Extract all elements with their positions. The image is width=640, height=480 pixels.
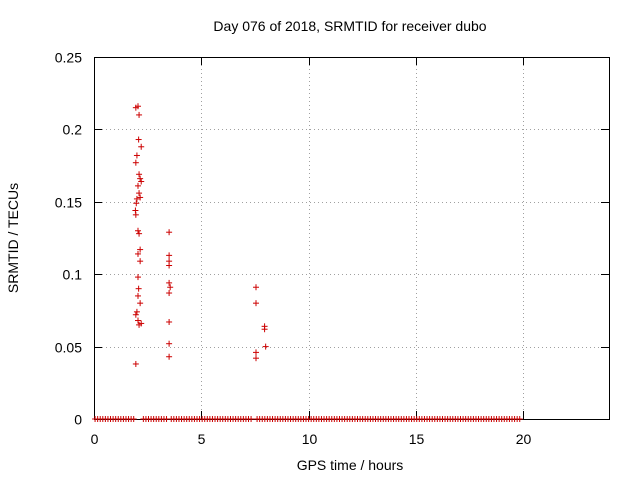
zero-data-point [248,416,255,422]
x-tick-label: 10 [302,431,318,447]
data-point [166,290,173,297]
chart-title: Day 076 of 2018, SRMTID for receiver dub… [213,18,486,34]
data-point [138,143,145,150]
data-point [253,284,260,291]
y-tick-label: 0.1 [63,267,83,283]
data-point [134,103,141,110]
data-point [132,159,139,166]
y-tick-label: 0.05 [55,340,82,356]
data-point [253,355,260,362]
data-point [253,300,260,307]
y-tick-label: 0 [74,412,82,428]
data-point [134,250,141,257]
data-point [138,320,145,327]
data-point [134,227,141,234]
data-point [132,211,139,218]
data-point [166,318,173,325]
data-point [137,258,144,265]
x-tick-label: 15 [409,431,425,447]
data-point [166,229,173,236]
grid-lines [94,57,609,419]
data-point [137,175,144,182]
x-axis-label: GPS time / hours [297,457,404,473]
data-point [136,111,143,118]
data-point [133,152,140,159]
data-point [136,171,143,178]
data-point [136,190,143,197]
x-tick-label: 20 [516,431,532,447]
plot-frame [94,57,610,420]
data-point [134,182,141,189]
data-points [92,103,523,422]
data-point [137,246,144,253]
x-tick-label: 5 [198,431,206,447]
y-tick-label: 0.15 [55,195,82,211]
data-point [134,274,141,281]
data-point [133,308,140,315]
data-point [133,200,140,207]
data-point [138,178,145,185]
data-point [135,136,142,143]
data-point [133,195,140,202]
y-axis: 0 0.05 0.1 0.15 0.2 0.25 [55,50,609,428]
data-point [261,326,268,333]
data-point [137,300,144,307]
data-point [132,311,139,318]
data-point [166,353,173,360]
data-point [253,349,260,356]
data-point [166,279,173,286]
data-point [134,317,141,324]
data-point [262,343,269,350]
data-point [137,194,144,201]
data-point [166,262,173,269]
zero-data-point [130,416,137,422]
data-point [167,284,174,291]
y-tick-label: 0.2 [63,122,83,138]
y-tick-label: 0.25 [55,50,82,66]
data-point [136,230,143,237]
data-point [135,285,142,292]
data-point [134,292,141,299]
data-point [166,252,173,259]
y-axis-label: SRMTID / TECUs [5,183,21,293]
x-axis: 0 5 10 15 20 [91,57,532,447]
data-point [132,360,139,367]
data-point [166,340,173,347]
zero-data-point [516,416,523,422]
x-tick-label: 0 [91,431,99,447]
